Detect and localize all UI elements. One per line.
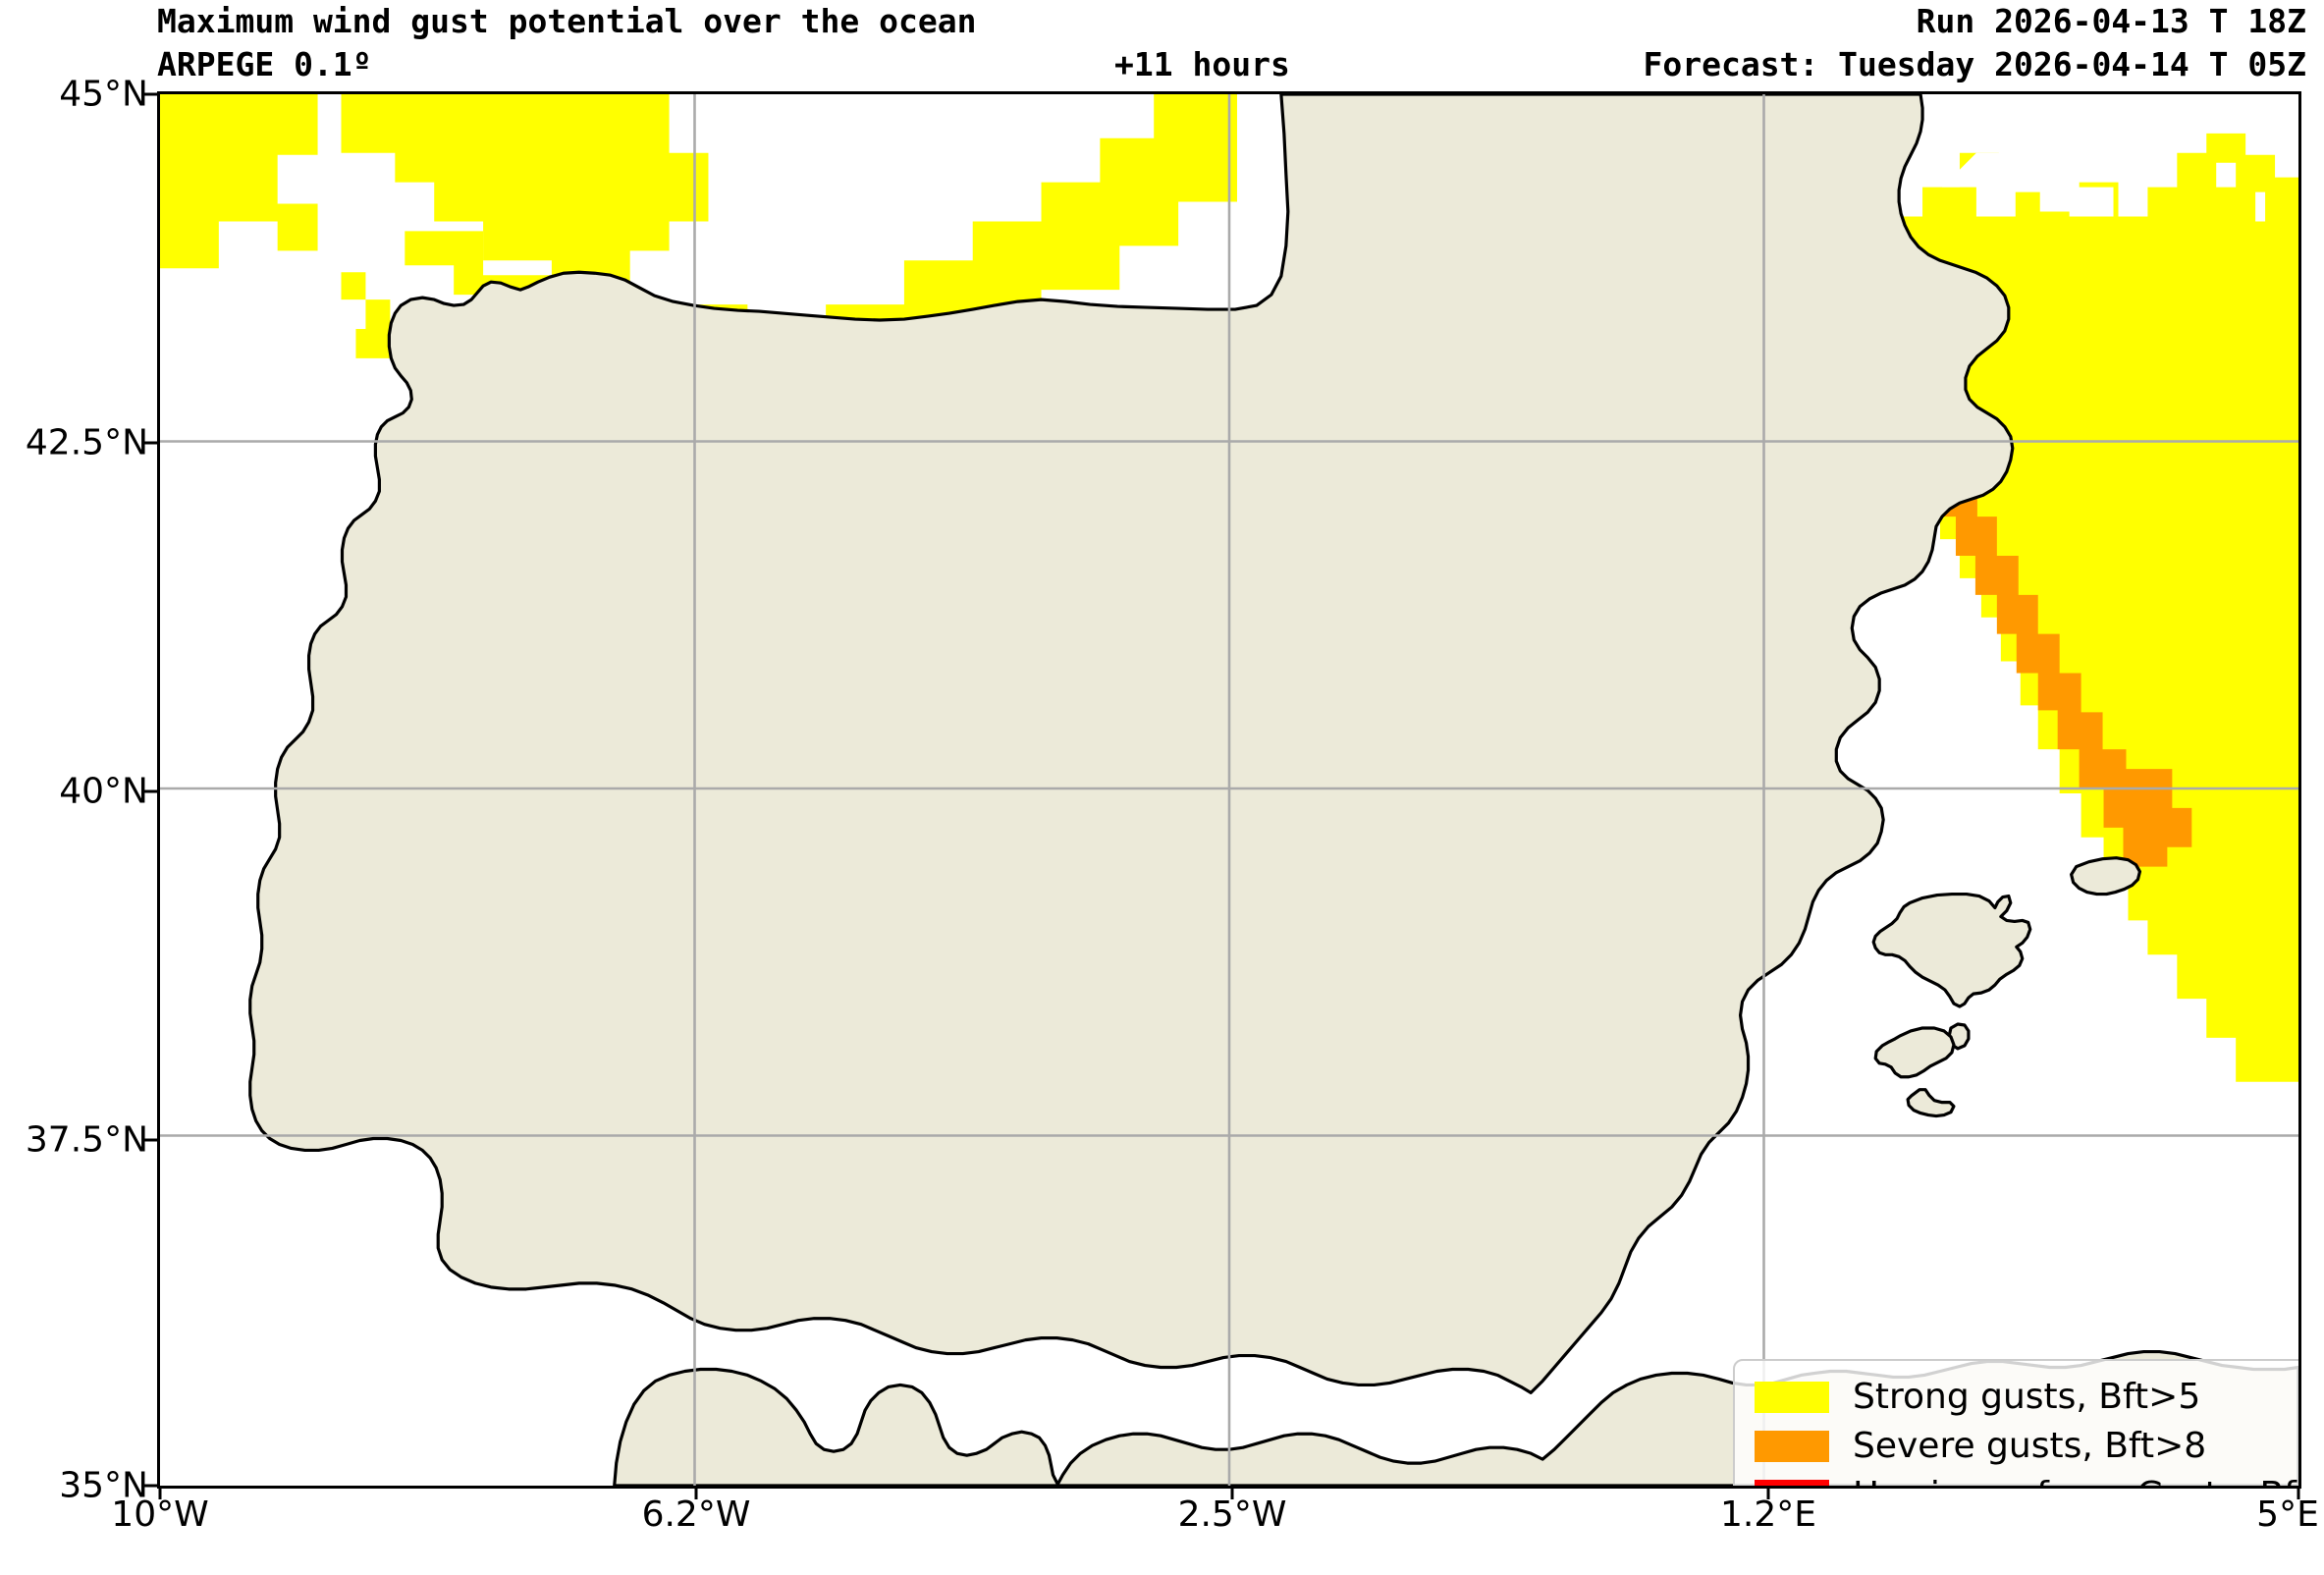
- y-tick-mark-375n: [143, 1138, 157, 1142]
- header-row-top: Maximum wind gust potential over the oce…: [0, 2, 2324, 41]
- legend-item-hurricane[interactable]: Hurricane force Gusts, Bft>10: [1755, 1471, 2298, 1487]
- x-tick-label-12e: 1.2°E: [1720, 1494, 1816, 1535]
- graticule-gridlines: [160, 94, 2298, 1486]
- y-tick-label-45n: 45°N: [59, 74, 148, 115]
- map-plot-area[interactable]: Strong gusts, Bft>5 Severe gusts, Bft>8 …: [157, 91, 2301, 1489]
- x-tick-mark-25w: [1230, 1486, 1234, 1499]
- x-tick-label-10w: 10°W: [111, 1494, 209, 1535]
- ibiza-island: [1873, 1026, 1956, 1079]
- legend-label-strong: Strong gusts, Bft>5: [1853, 1377, 2201, 1417]
- formentera-island: [1906, 1088, 1956, 1118]
- y-tick-mark-40n: [143, 789, 157, 793]
- x-tick-mark-10w: [158, 1486, 162, 1499]
- legend-label-severe: Severe gusts, Bft>8: [1853, 1426, 2207, 1466]
- y-tick-label-35n: 35°N: [59, 1465, 148, 1506]
- header: Maximum wind gust potential over the oce…: [0, 0, 2324, 86]
- run-timestamp: Run 2026-04-13 T 18Z: [1916, 2, 2306, 40]
- y-tick-mark-425n: [143, 441, 157, 445]
- x-tick-label-25w: 2.5°W: [1177, 1494, 1287, 1535]
- x-tick-mark-12e: [1766, 1486, 1770, 1499]
- legend-item-strong[interactable]: Strong gusts, Bft>5: [1755, 1373, 2298, 1422]
- forecast-validity: Forecast: Tuesday 2026-04-14 T 05Z: [1643, 45, 2306, 83]
- color-swatch-icon-strong: [1755, 1382, 1829, 1413]
- x-tick-mark-5e: [2297, 1486, 2300, 1499]
- x-tick-mark-62w: [694, 1486, 698, 1499]
- model-name: ARPEGE 0.1º: [157, 45, 372, 83]
- menorca-island: [2070, 856, 2142, 896]
- iberia-landmass: [248, 94, 2015, 1394]
- mallorca-island: [1871, 892, 2032, 1008]
- legend-label-hurricane: Hurricane force Gusts, Bft>10: [1853, 1478, 2298, 1487]
- map-legend[interactable]: Strong gusts, Bft>5 Severe gusts, Bft>8 …: [1733, 1359, 2298, 1487]
- y-tick-mark-45n: [143, 92, 157, 96]
- north-africa-landmass: [613, 1367, 1065, 1486]
- y-tick-mark-35n: [143, 1484, 157, 1488]
- x-tick-label-5e: 5°E: [2256, 1494, 2319, 1535]
- color-swatch-icon-hurricane: [1755, 1480, 1829, 1486]
- y-tick-label-425n: 42.5°N: [25, 422, 148, 463]
- color-swatch-icon-severe: [1755, 1431, 1829, 1462]
- y-tick-label-375n: 37.5°N: [25, 1119, 148, 1161]
- chart-title: Maximum wind gust potential over the oce…: [157, 2, 977, 40]
- weather-map-svg[interactable]: [160, 94, 2298, 1486]
- gust-gap-no-warning-ne: [1942, 152, 2114, 217]
- legend-item-severe[interactable]: Severe gusts, Bft>8: [1755, 1422, 2298, 1471]
- header-row-bottom: ARPEGE 0.1º +11 hours Forecast: Tuesday …: [0, 45, 2324, 84]
- lead-time: +11 hours: [1114, 45, 1290, 83]
- y-tick-label-40n: 40°N: [59, 771, 148, 812]
- x-tick-label-62w: 6.2°W: [641, 1494, 751, 1535]
